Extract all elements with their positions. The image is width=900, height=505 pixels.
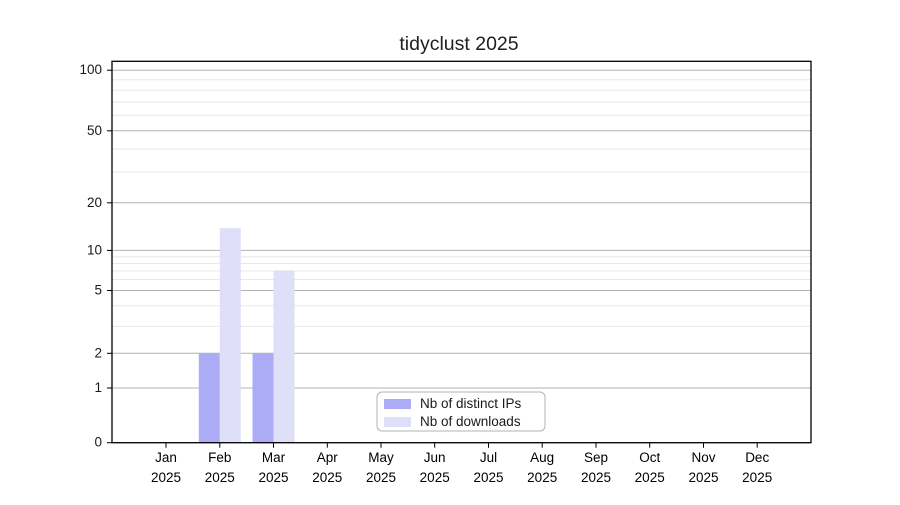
svg-text:Jan: Jan [155, 450, 177, 465]
svg-text:2025: 2025 [312, 470, 342, 485]
svg-text:50: 50 [87, 123, 102, 138]
svg-text:2025: 2025 [258, 470, 288, 485]
svg-text:1: 1 [94, 380, 102, 395]
svg-text:Sep: Sep [584, 450, 608, 465]
svg-text:Nb of downloads: Nb of downloads [420, 414, 521, 429]
svg-text:10: 10 [87, 242, 102, 257]
svg-text:Dec: Dec [745, 450, 769, 465]
svg-text:0: 0 [94, 435, 102, 450]
svg-text:Jun: Jun [424, 450, 446, 465]
svg-text:2025: 2025 [688, 470, 718, 485]
svg-text:20: 20 [87, 195, 102, 210]
svg-text:Feb: Feb [208, 450, 231, 465]
svg-text:Apr: Apr [317, 450, 339, 465]
svg-text:2025: 2025 [581, 470, 611, 485]
svg-text:Mar: Mar [262, 450, 286, 465]
svg-text:tidyclust 2025: tidyclust 2025 [399, 33, 518, 55]
svg-text:Aug: Aug [530, 450, 554, 465]
svg-text:Jul: Jul [480, 450, 497, 465]
svg-text:2: 2 [94, 345, 102, 360]
svg-text:2025: 2025 [473, 470, 503, 485]
svg-text:2025: 2025 [420, 470, 450, 485]
svg-text:2025: 2025 [742, 470, 772, 485]
svg-text:2025: 2025 [635, 470, 665, 485]
svg-text:Oct: Oct [639, 450, 660, 465]
svg-text:May: May [368, 450, 394, 465]
svg-text:2025: 2025 [205, 470, 235, 485]
svg-text:5: 5 [94, 283, 102, 298]
svg-text:2025: 2025 [527, 470, 557, 485]
svg-text:100: 100 [79, 62, 102, 77]
svg-text:2025: 2025 [366, 470, 396, 485]
svg-text:Nov: Nov [691, 450, 715, 465]
svg-text:Nb of distinct IPs: Nb of distinct IPs [420, 396, 522, 411]
svg-text:2025: 2025 [151, 470, 181, 485]
